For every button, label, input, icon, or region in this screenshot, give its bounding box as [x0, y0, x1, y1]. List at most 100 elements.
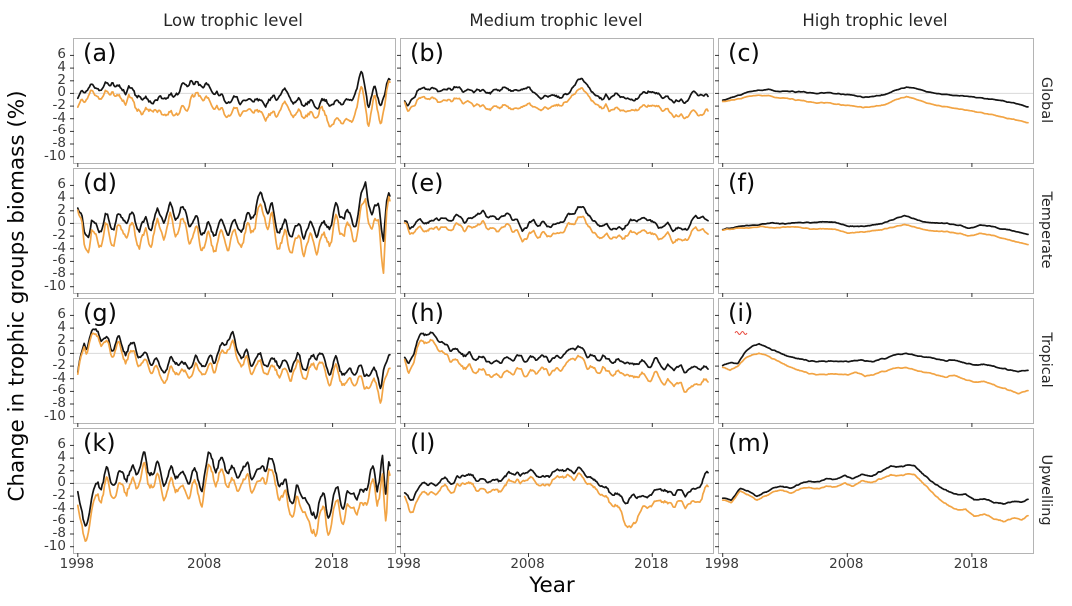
panel-letter-e: (e) [410, 169, 444, 197]
series-black-line [403, 205, 709, 233]
row-label-global: Global [1038, 76, 1054, 124]
panel-c: (c) [715, 38, 1034, 167]
series-black-line [403, 466, 709, 505]
series-black-line [403, 331, 709, 374]
series-orange-line [721, 472, 1029, 523]
x-tick-label: 1998 [704, 556, 739, 572]
panel-letter-g: (g) [83, 299, 117, 327]
x-tick-label: 1998 [386, 556, 421, 572]
panel-letter-i: (i) [728, 299, 754, 327]
y-tick-label: -10 [43, 537, 66, 554]
y-tick-label: -10 [43, 407, 66, 424]
panel-letter-b: (b) [410, 39, 444, 67]
plot-area [397, 54, 713, 167]
row-label-temperate: Temperate [1038, 191, 1054, 269]
series-orange-line [721, 94, 1029, 124]
y-tick-label: -8 [52, 135, 66, 152]
series-orange-line [76, 461, 391, 542]
y-tick-label: -10 [43, 277, 66, 294]
panel-letter-m: (m) [728, 429, 771, 457]
y-tick-label: 2 [57, 201, 66, 218]
y-tick-label: 4 [57, 189, 66, 206]
panel-letter-d: (d) [83, 169, 117, 197]
column-title-high-trophic: High trophic level [802, 11, 948, 30]
panel-letter-a: (a) [83, 39, 117, 67]
series-orange-line [403, 215, 709, 245]
series-black-line [721, 342, 1029, 373]
x-tick-label: 2008 [829, 556, 864, 572]
y-tick-label: -2 [52, 357, 66, 374]
spellcheck-underline-artifact [734, 331, 748, 335]
plot-area [397, 184, 713, 297]
y-tick-label: 0 [57, 474, 66, 491]
y-tick-label: 6 [57, 306, 66, 323]
series-orange-line [403, 472, 709, 529]
panel-d: (d) [70, 168, 396, 297]
series-orange-line [721, 223, 1029, 246]
y-tick-label: -2 [52, 487, 66, 504]
y-tick-label: 2 [57, 331, 66, 348]
y-tick-label: -8 [52, 525, 66, 542]
plot-area [715, 444, 1033, 557]
plot-area [397, 444, 713, 557]
y-tick-label: 4 [57, 449, 66, 466]
plot-area [715, 184, 1033, 297]
x-tick-label: 2008 [187, 556, 222, 572]
series-black-line [76, 181, 391, 243]
series-black-line [721, 464, 1029, 505]
panel-letter-k: (k) [83, 429, 116, 457]
y-tick-label: 4 [57, 319, 66, 336]
x-axis-label: Year [529, 573, 575, 598]
row-label-upwelling: Upwelling [1038, 454, 1054, 526]
y-tick-label: -8 [52, 265, 66, 282]
y-tick-label: -2 [52, 227, 66, 244]
panel-letter-l: (l) [410, 429, 436, 457]
panel-b: (b) [397, 38, 714, 167]
panel-k: (k) [70, 428, 396, 557]
column-title-medium-trophic: Medium trophic level [469, 11, 643, 30]
y-tick-label: -6 [52, 252, 66, 269]
y-tick-label: 4 [57, 59, 66, 76]
y-tick-label: 0 [57, 84, 66, 101]
series-black-line [721, 86, 1029, 108]
plot-area [70, 54, 395, 167]
panel-e: (e) [397, 168, 714, 297]
y-tick-label: 6 [57, 436, 66, 453]
row-label-tropical: Tropical [1038, 332, 1054, 388]
series-black-line [721, 214, 1029, 236]
y-tick-label: 0 [57, 344, 66, 361]
y-tick-label: 2 [57, 71, 66, 88]
y-tick-label: -8 [52, 395, 66, 412]
y-tick-label: 2 [57, 461, 66, 478]
x-tick-label: 2018 [953, 556, 989, 572]
y-tick-label: -10 [43, 147, 66, 164]
y-tick-label: 6 [57, 176, 66, 193]
column-title-low-trophic: Low trophic level [163, 11, 303, 30]
y-tick-label: -6 [52, 122, 66, 139]
y-tick-label: -4 [52, 499, 66, 516]
plot-area [715, 314, 1033, 427]
series-orange-line [76, 332, 391, 404]
y-tick-label: -4 [52, 369, 66, 386]
series-black-line [76, 328, 391, 390]
y-axis-label: Change in trophic groups biomass (%) [4, 90, 30, 502]
panel-m: (m) [715, 428, 1034, 557]
x-tick-label: 1998 [59, 556, 94, 572]
y-tick-label: -6 [52, 382, 66, 399]
y-tick-label: -2 [52, 97, 66, 114]
series-orange-line [403, 338, 709, 393]
series-black-line [76, 451, 391, 527]
panel-a: (a) [70, 38, 396, 167]
panel-f: (f) [715, 168, 1034, 297]
plot-area [397, 314, 713, 427]
panel-g: (g) [70, 298, 396, 427]
panel-i: (i) [715, 298, 1034, 427]
panel-letter-c: (c) [728, 39, 760, 67]
panel-letter-h: (h) [410, 299, 444, 327]
panel-h: (h) [397, 298, 714, 427]
plot-area [70, 444, 395, 557]
y-tick-label: 6 [57, 46, 66, 63]
series-orange-line [76, 195, 391, 275]
y-tick-label: -6 [52, 512, 66, 529]
